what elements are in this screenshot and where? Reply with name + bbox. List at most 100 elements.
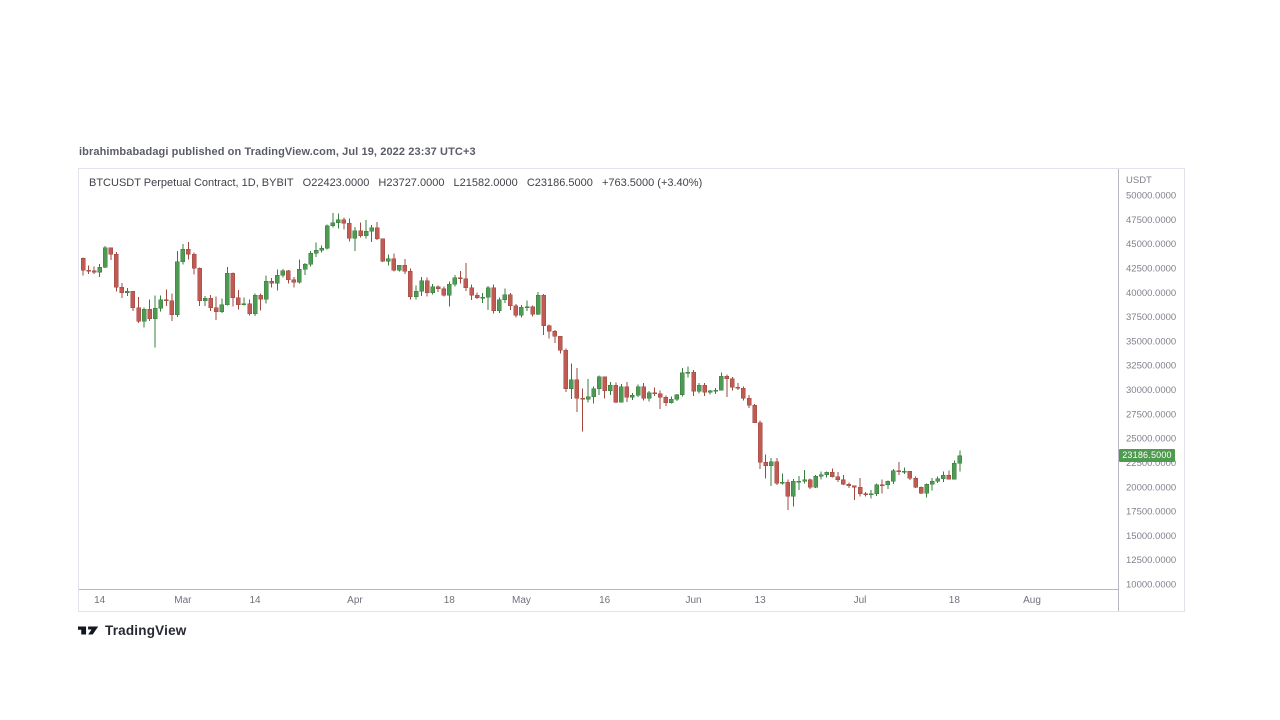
time-tick-label: Apr [347, 595, 363, 606]
price-tick-label: 42500.0000 [1126, 263, 1176, 274]
candle-body [324, 225, 330, 249]
time-tick-label: Aug [1023, 595, 1041, 606]
time-tick-label: 14 [249, 595, 261, 606]
candle-body [707, 390, 713, 393]
ohlc-open: O22423.0000 [302, 177, 370, 189]
price-tick-label: 17500.0000 [1126, 507, 1176, 518]
chart-widget: BTCUSDT Perpetual Contract, 1D, BYBIT O2… [78, 168, 1185, 612]
candle-body [175, 261, 180, 315]
candle-body [130, 290, 136, 309]
ohlc-high: H23727.0000 [378, 177, 445, 189]
candle-body [435, 286, 441, 289]
candle-body [380, 238, 385, 262]
candle-body [480, 297, 485, 299]
price-tick-label: 20000.0000 [1126, 482, 1176, 493]
candle-body [452, 277, 458, 285]
candle-body [624, 386, 630, 398]
candle-body [857, 487, 863, 495]
time-tick-label: 18 [949, 595, 961, 606]
candle-body [924, 484, 929, 494]
candle-body [408, 270, 413, 298]
ohlc-low: L21582.0000 [453, 177, 518, 189]
candle-body [369, 227, 374, 232]
candle-body [441, 288, 446, 296]
candle-body [263, 280, 269, 300]
price-tick-label: 45000.0000 [1126, 239, 1176, 250]
time-tick-label: May [512, 595, 531, 606]
candle-body [336, 219, 341, 223]
chart-legend: BTCUSDT Perpetual Contract, 1D, BYBIT O2… [89, 177, 708, 189]
candle-body [796, 480, 802, 483]
candle-body [841, 479, 846, 485]
time-tick-label: Jun [685, 595, 701, 606]
candle-body [213, 307, 219, 312]
candle-body [641, 386, 646, 399]
candle-body [413, 291, 419, 298]
candle-body [635, 386, 641, 396]
time-tick-label: 14 [94, 595, 106, 606]
candle-body [519, 306, 524, 316]
candle-body [275, 274, 280, 284]
candle-body [397, 265, 402, 271]
candle-body [269, 280, 274, 284]
candle-body [952, 462, 957, 480]
candle-body [363, 230, 369, 236]
candle-body [419, 280, 424, 292]
candle-body [896, 470, 902, 473]
candle-body [391, 258, 397, 271]
candle-body [286, 270, 291, 281]
candle-body [202, 297, 208, 301]
candle-body [613, 384, 619, 403]
candle-body [591, 388, 596, 397]
price-tick-label: 27500.0000 [1126, 409, 1176, 420]
candle-body [280, 270, 286, 276]
candle-body [341, 219, 347, 224]
price-tick-label: 15000.0000 [1126, 531, 1176, 542]
time-tick-label: Jul [854, 595, 867, 606]
candle-body [141, 309, 147, 322]
candle-body [630, 394, 635, 398]
candle-body [752, 404, 757, 423]
candle-body [252, 295, 258, 314]
candlestick-chart[interactable]: 50000.0000 47500.0000 45000.0000 42500.0000… [79, 169, 1184, 611]
candle-body [535, 295, 541, 315]
candle-body [824, 472, 829, 476]
candle-body [308, 253, 313, 265]
price-tick-label: 12500.0000 [1126, 555, 1176, 566]
candle-body [657, 393, 663, 398]
candle-body [402, 265, 408, 272]
candle-body [791, 480, 796, 497]
candle-body [580, 398, 585, 400]
candle-body [524, 306, 530, 308]
candle-body [313, 249, 319, 254]
candle-body [885, 481, 890, 486]
candle-body [891, 470, 896, 482]
candle-body [830, 472, 835, 477]
candle-body [774, 461, 779, 484]
candle-body [152, 308, 158, 320]
candle-body [608, 384, 613, 392]
candle-body [158, 299, 163, 309]
candle-body [685, 371, 691, 374]
candle-body [874, 484, 879, 494]
price-tick-label: 50000.0000 [1126, 191, 1176, 202]
candle-body [713, 390, 718, 392]
price-tick-label: 32500.0000 [1126, 361, 1176, 372]
candle-body [164, 299, 169, 302]
candle-body [530, 306, 535, 315]
candle-body [902, 471, 907, 473]
candle-body [430, 286, 435, 294]
candle-body [508, 294, 513, 307]
candle-body [619, 386, 624, 403]
candle-body [719, 375, 724, 391]
price-tick-label: 35000.0000 [1126, 336, 1176, 347]
candle-body [347, 222, 352, 239]
candle-body [763, 462, 768, 467]
candle-body [463, 278, 469, 288]
tradingview-logo[interactable]: TradingView [78, 623, 186, 638]
candle-body [846, 484, 852, 487]
candle-body [546, 325, 552, 332]
candle-body [818, 474, 824, 477]
candle-body [236, 297, 241, 305]
